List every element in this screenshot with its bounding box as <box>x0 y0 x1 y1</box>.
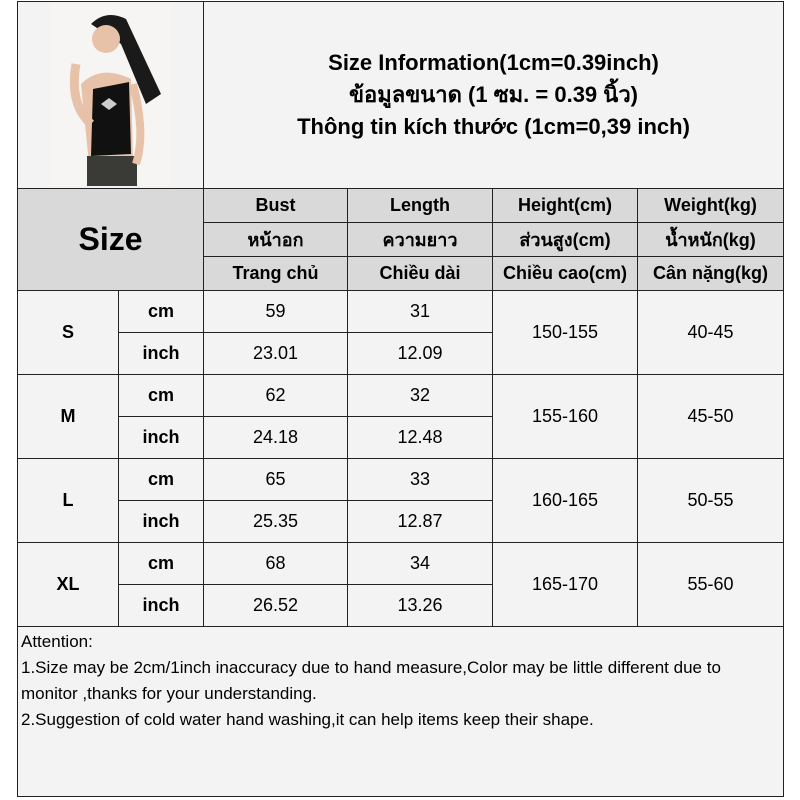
size-row-inch: inch 23.01 12.09 <box>18 332 784 375</box>
unit-inch: inch <box>118 500 204 543</box>
length-cm: 34 <box>347 542 493 585</box>
bust-inch: 24.18 <box>203 416 348 459</box>
size-row-cm: XL cm 68 34 165-170 55-60 <box>17 542 784 627</box>
size-row-inch: inch 24.18 12.48 <box>18 416 784 459</box>
bust-cm: 68 <box>203 542 348 585</box>
header-weight-en: Weight(kg) <box>637 188 784 223</box>
attention-heading: Attention: <box>21 632 93 651</box>
header-length-vi: Chiều dài <box>347 256 493 291</box>
length-inch: 12.09 <box>347 332 493 375</box>
header-bust-vi: Trang chủ <box>203 256 348 291</box>
bust-inch: 23.01 <box>203 332 348 375</box>
height-range: 150-155 <box>492 290 638 375</box>
weight-range: 40-45 <box>637 290 784 375</box>
title-english: Size Information(1cm=0.39inch) <box>328 50 659 75</box>
bust-cm: 59 <box>203 290 348 333</box>
unit-inch: inch <box>118 584 204 627</box>
unit-inch: inch <box>118 416 204 459</box>
attention-notes: Attention: 1.Size may be 2cm/1inch inacc… <box>17 626 784 797</box>
size-row-inch: inch 26.52 13.26 <box>18 584 784 627</box>
length-inch: 12.48 <box>347 416 493 459</box>
product-photo <box>50 4 171 186</box>
length-cm: 33 <box>347 458 493 501</box>
length-cm: 31 <box>347 290 493 333</box>
bust-cm: 62 <box>203 374 348 417</box>
title-thai: ข้อมูลขนาด (1 ซม. = 0.39 นิ้ว) <box>348 82 638 107</box>
unit-cm: cm <box>118 542 204 585</box>
unit-cm: cm <box>118 374 204 417</box>
bust-cm: 65 <box>203 458 348 501</box>
header-height-th: ส่วนสูง(cm) <box>492 222 638 257</box>
size-label: M <box>17 374 119 459</box>
length-inch: 13.26 <box>347 584 493 627</box>
length-cm: 32 <box>347 374 493 417</box>
size-row-inch: inch 25.35 12.87 <box>18 500 784 543</box>
height-range: 160-165 <box>492 458 638 543</box>
weight-range: 45-50 <box>637 374 784 459</box>
unit-cm: cm <box>118 458 204 501</box>
height-range: 165-170 <box>492 542 638 627</box>
attention-note-2: 2.Suggestion of cold water hand washing,… <box>21 710 594 729</box>
header-length-th: ความยาว <box>347 222 493 257</box>
height-range: 155-160 <box>492 374 638 459</box>
header-bust-th: หน้าอก <box>203 222 348 257</box>
header-height-vi: Chiều cao(cm) <box>492 256 638 291</box>
bust-inch: 26.52 <box>203 584 348 627</box>
title-vietnamese: Thông tin kích thước (1cm=0,39 inch) <box>297 114 690 139</box>
header-weight-vi: Cân nặng(kg) <box>637 256 784 291</box>
size-label: S <box>17 290 119 375</box>
unit-inch: inch <box>118 332 204 375</box>
unit-cm: cm <box>118 290 204 333</box>
weight-range: 50-55 <box>637 458 784 543</box>
size-chart-table: Size Information(1cm=0.39inch) ข้อมูลขนา… <box>17 1 784 797</box>
length-inch: 12.87 <box>347 500 493 543</box>
size-label: XL <box>17 542 119 627</box>
size-row-cm: M cm 62 32 155-160 45-50 <box>17 374 784 459</box>
size-row-cm: L cm 65 33 160-165 50-55 <box>17 458 784 543</box>
weight-range: 55-60 <box>637 542 784 627</box>
size-info-title: Size Information(1cm=0.39inch) ข้อมูลขนา… <box>203 1 784 189</box>
size-label: L <box>17 458 119 543</box>
size-row-cm: S cm 59 31 150-155 40-45 <box>17 290 784 375</box>
bust-inch: 25.35 <box>203 500 348 543</box>
product-photo-cell <box>17 1 204 189</box>
header-length-en: Length <box>347 188 493 223</box>
attention-note-1: 1.Size may be 2cm/1inch inaccuracy due t… <box>21 658 721 703</box>
header-bust-en: Bust <box>203 188 348 223</box>
header-height-en: Height(cm) <box>492 188 638 223</box>
size-header: Size <box>17 188 204 291</box>
header-weight-th: น้ำหนัก(kg) <box>637 222 784 257</box>
